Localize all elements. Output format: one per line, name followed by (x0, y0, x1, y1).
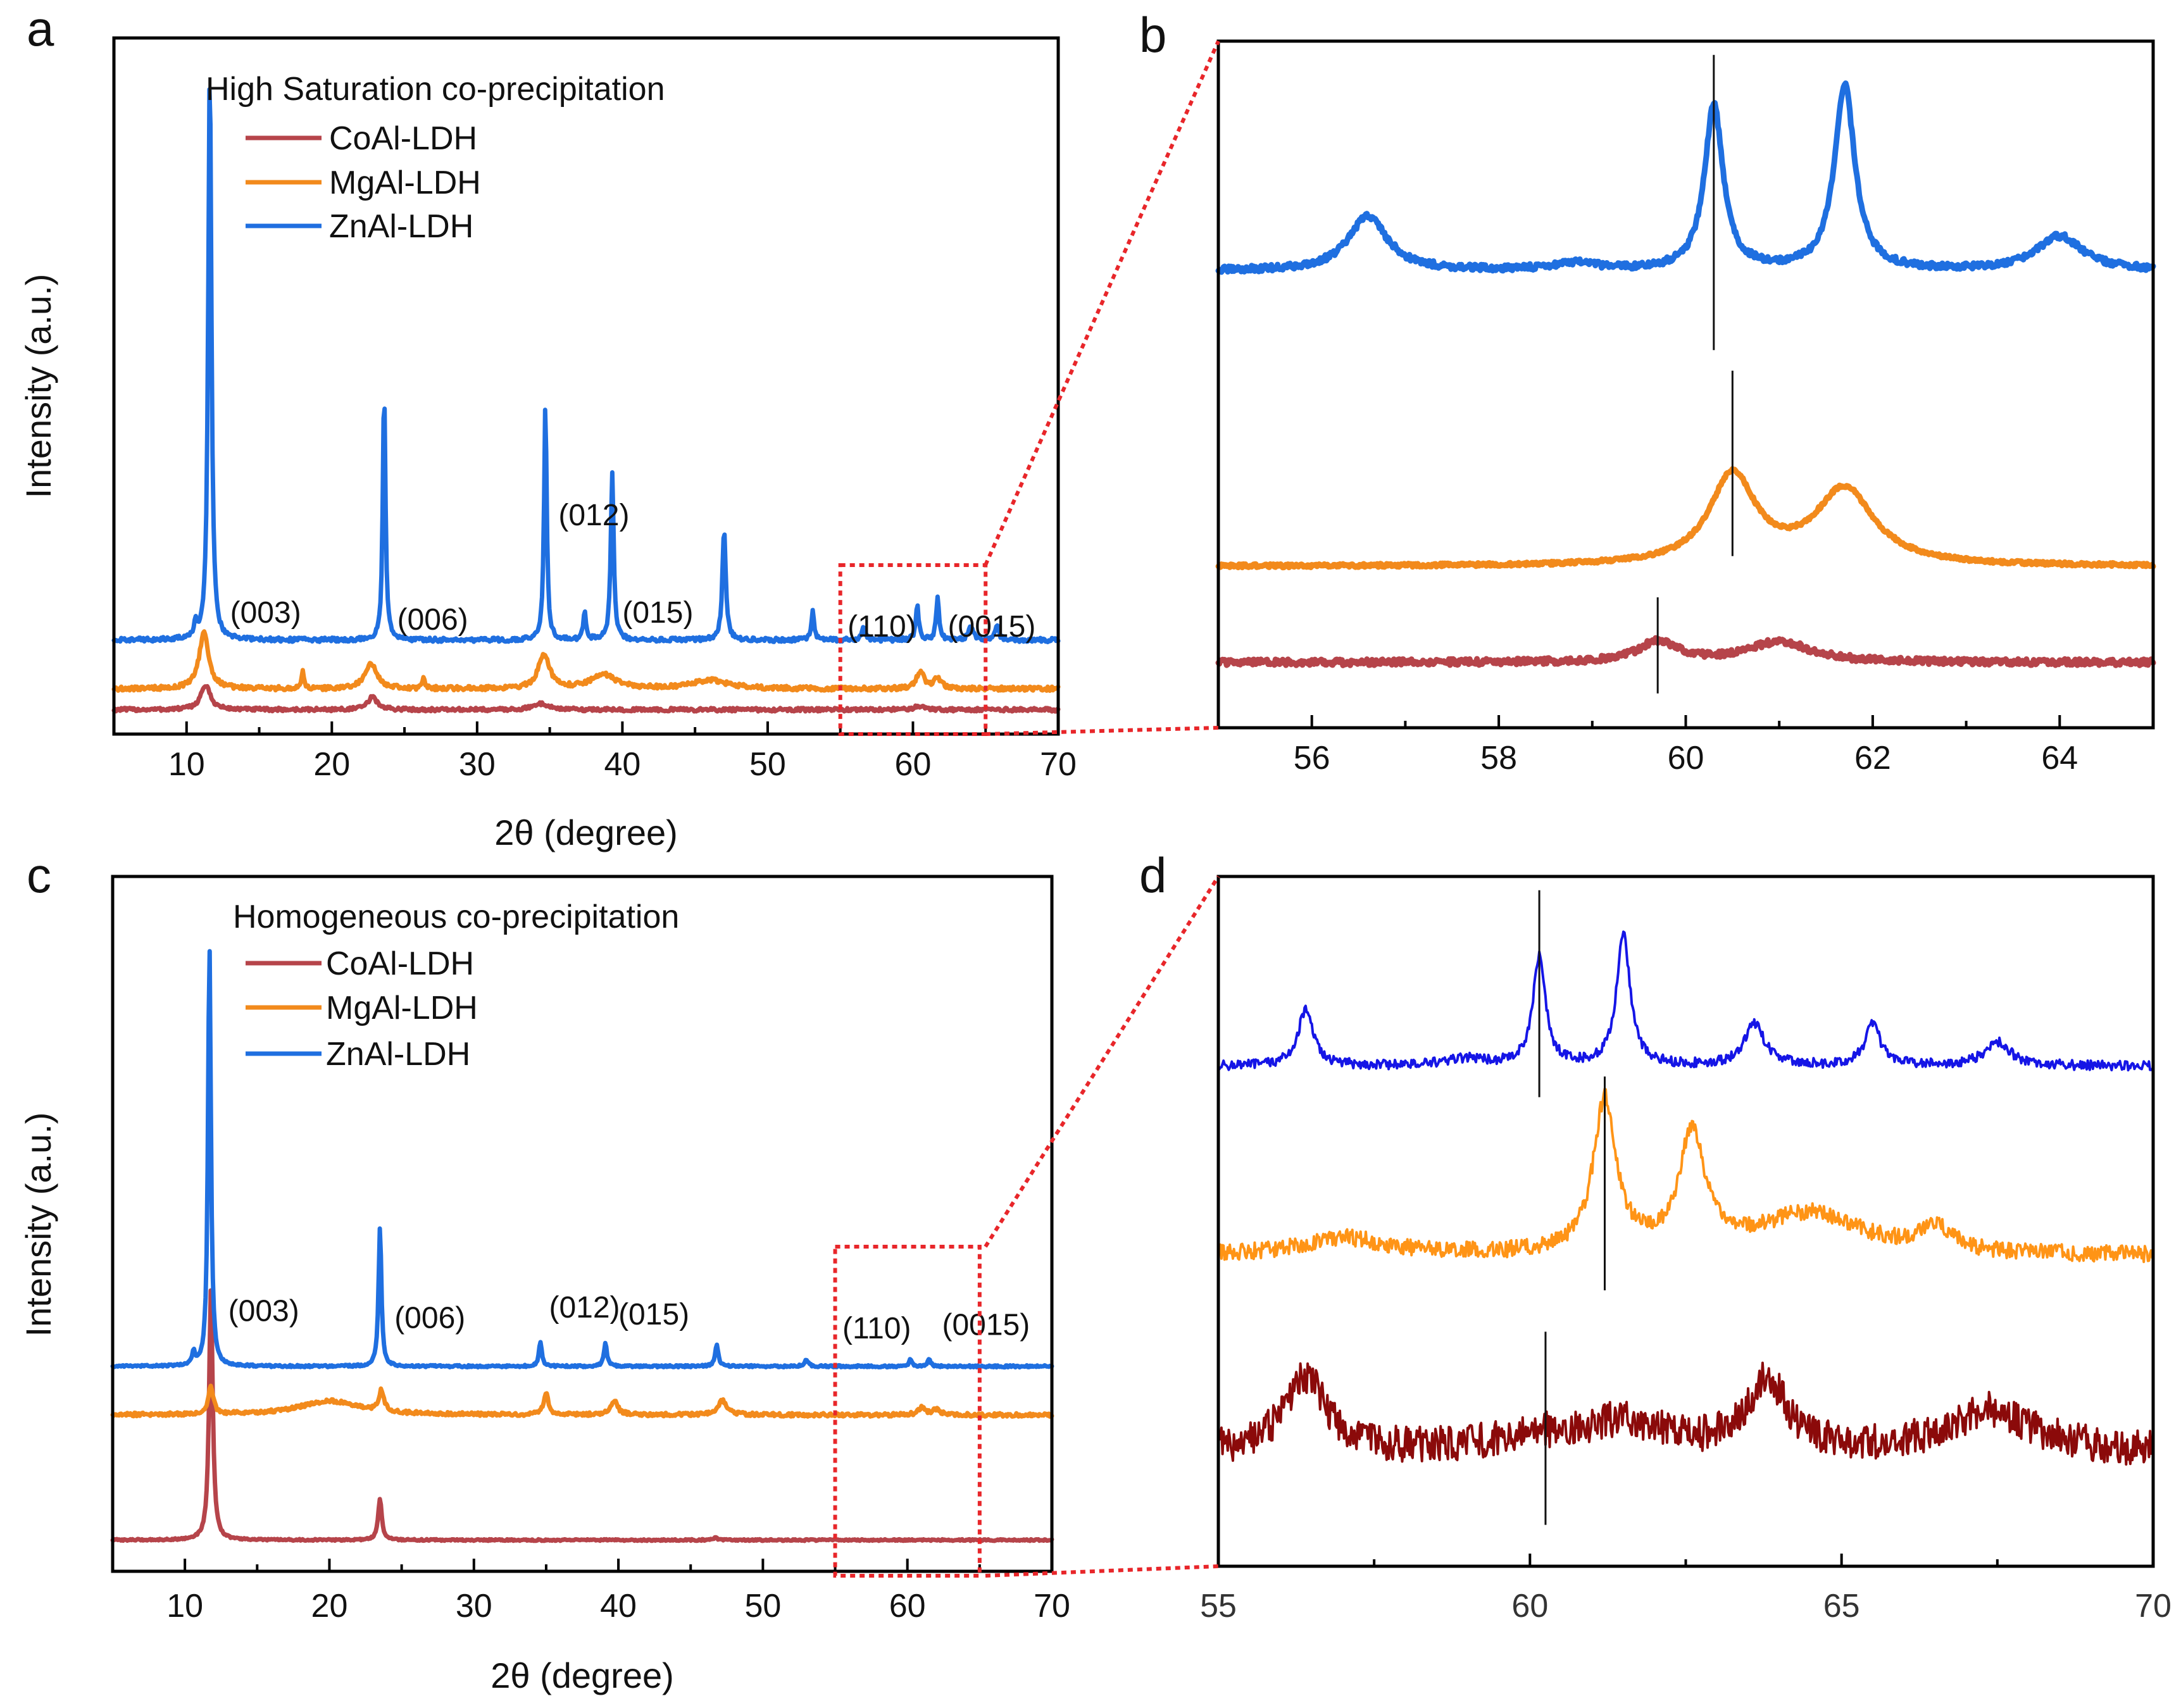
panel-b-letter: b (1139, 7, 1166, 63)
panel-d-plot-area (1217, 930, 2154, 1466)
x-tick-label: 60 (1668, 740, 1704, 776)
panel-c-letter: c (27, 847, 51, 903)
legend-label-mgal: MgAl-LDH (329, 165, 481, 201)
panel-a-miller-indices: (003) (006) (012) (015) (110) (0015) (230, 499, 1036, 644)
legend-label-znal: ZnAl-LDH (329, 208, 473, 245)
miller-index-label: (003) (228, 1295, 299, 1328)
panel-b: b 56 58 60 62 64 (1139, 7, 2156, 776)
panel-c-zoom-box (833, 1245, 982, 1578)
miller-index-label: (015) (622, 596, 693, 630)
panel-a-legend-title: High Saturation co-precipitation (206, 71, 665, 108)
panel-b-plot-area (1215, 80, 2156, 668)
x-tick-label: 60 (1511, 1588, 1548, 1624)
panel-a-frame (112, 36, 1060, 736)
panel-a-x-axis: 10 20 30 40 50 60 70 (113, 721, 1077, 783)
x-tick-label: 55 (1200, 1588, 1237, 1624)
series-znal-ldh-line (111, 87, 1061, 644)
miller-index-label: (0015) (948, 610, 1036, 644)
panel-d-letter: d (1139, 847, 1166, 903)
series-mgal-ldh-line (111, 629, 1061, 693)
series-znal-ldh-line (1215, 80, 2156, 275)
miller-index-label: (0015) (942, 1309, 1030, 1342)
x-tick-label: 56 (1294, 740, 1330, 776)
miller-index-label: (003) (230, 596, 301, 630)
x-tick-label: 64 (2041, 740, 2078, 776)
x-tick-label: 10 (166, 1588, 203, 1624)
series-coal-ldh-line (1215, 635, 2156, 668)
panel-b-frame (1216, 39, 2155, 730)
panel-d-frame (1216, 875, 2155, 1568)
panel-a-x-axis-title: 2θ (degree) (494, 813, 678, 852)
panel-d-x-axis: 55 60 65 70 (1200, 1554, 2172, 1624)
panel-c-x-axis: 10 20 30 40 50 60 70 (111, 1559, 1070, 1624)
x-tick-label: 30 (456, 1588, 492, 1624)
miller-index-label: (006) (394, 1302, 465, 1335)
x-tick-label: 65 (1823, 1588, 1860, 1624)
miller-index-label: (006) (397, 603, 468, 637)
panel-c-miller-indices: (003) (006) (012)(015) (110) (0015) (228, 1291, 1030, 1345)
x-tick-label: 30 (459, 746, 496, 783)
panel-a: a 10 20 30 40 50 60 70 2θ (degree) Intensity (… (18, 1, 1077, 852)
panel-a-letter: a (27, 1, 54, 56)
x-tick-label: 50 (744, 1588, 781, 1624)
x-tick-label: 60 (895, 746, 932, 783)
miller-index-label: (015) (618, 1298, 689, 1331)
panel-a-legend: High Saturation co-precipitation CoAl-LD… (206, 71, 665, 245)
zoom-connector-c-d-bottom (985, 1564, 1219, 1578)
panel-c-x-axis-title: 2θ (degree) (491, 1655, 674, 1695)
panel-a-plot-area (111, 87, 1061, 714)
panel-c-plot-area (110, 949, 1054, 1543)
panel-a-zoom-box (838, 563, 988, 736)
series-coal-ldh-line (1217, 1361, 2154, 1466)
x-tick-label: 40 (600, 1588, 637, 1624)
series-mgal-ldh-line (110, 1383, 1054, 1419)
series-znal-ldh-line (1217, 930, 2154, 1072)
x-tick-label: 40 (604, 746, 641, 783)
legend-label-coal: CoAl-LDH (329, 120, 477, 157)
series-mgal-ldh-line (1217, 1087, 2154, 1263)
zoom-connector-a-b-top (984, 40, 1220, 566)
panel-c-legend: Homogeneous co-precipitation CoAl-LDH Mg… (233, 899, 679, 1073)
series-coal-ldh-line (111, 683, 1061, 714)
miller-index-label: (110) (842, 1312, 911, 1345)
panel-b-x-axis: 56 58 60 62 64 (1217, 715, 2154, 776)
panel-c: c 10 20 30 40 50 60 70 2θ (degree) Intensity (… (18, 847, 1070, 1695)
panel-d-reference-lines (1538, 890, 1606, 1525)
x-tick-label: 20 (313, 746, 350, 783)
legend-label-mgal: MgAl-LDH (326, 990, 478, 1026)
series-mgal-ldh-line (1215, 466, 2156, 571)
panel-d: d 55 60 65 70 (1139, 847, 2172, 1624)
x-tick-label: 10 (168, 746, 205, 783)
legend-label-znal: ZnAl-LDH (326, 1036, 470, 1073)
legend-label-coal: CoAl-LDH (326, 945, 474, 982)
zoom-connector-a-b-bottom (985, 726, 1219, 736)
series-znal-ldh-line (110, 949, 1054, 1370)
x-tick-label: 60 (889, 1588, 926, 1624)
x-tick-label: 20 (311, 1588, 348, 1624)
x-tick-label: 62 (1854, 740, 1891, 776)
miller-index-label: (110) (847, 610, 916, 644)
panel-c-frame (111, 875, 1054, 1573)
miller-index-label: (012) (549, 1291, 620, 1325)
x-tick-label: 70 (2135, 1588, 2172, 1624)
panel-b-reference-lines (1656, 54, 1734, 694)
series-coal-ldh-line (110, 1288, 1054, 1543)
x-tick-label: 70 (1040, 746, 1077, 783)
panel-a-y-axis-title: Intensity (a.u.) (18, 274, 58, 499)
panel-c-legend-title: Homogeneous co-precipitation (233, 899, 679, 935)
x-tick-label: 50 (749, 746, 786, 783)
miller-index-label: (012) (558, 499, 629, 532)
panel-c-y-axis-title: Intensity (a.u.) (18, 1113, 58, 1337)
zoom-connector-c-d-top (984, 875, 1220, 1248)
x-tick-label: 70 (1034, 1588, 1070, 1624)
x-tick-label: 58 (1480, 740, 1517, 776)
